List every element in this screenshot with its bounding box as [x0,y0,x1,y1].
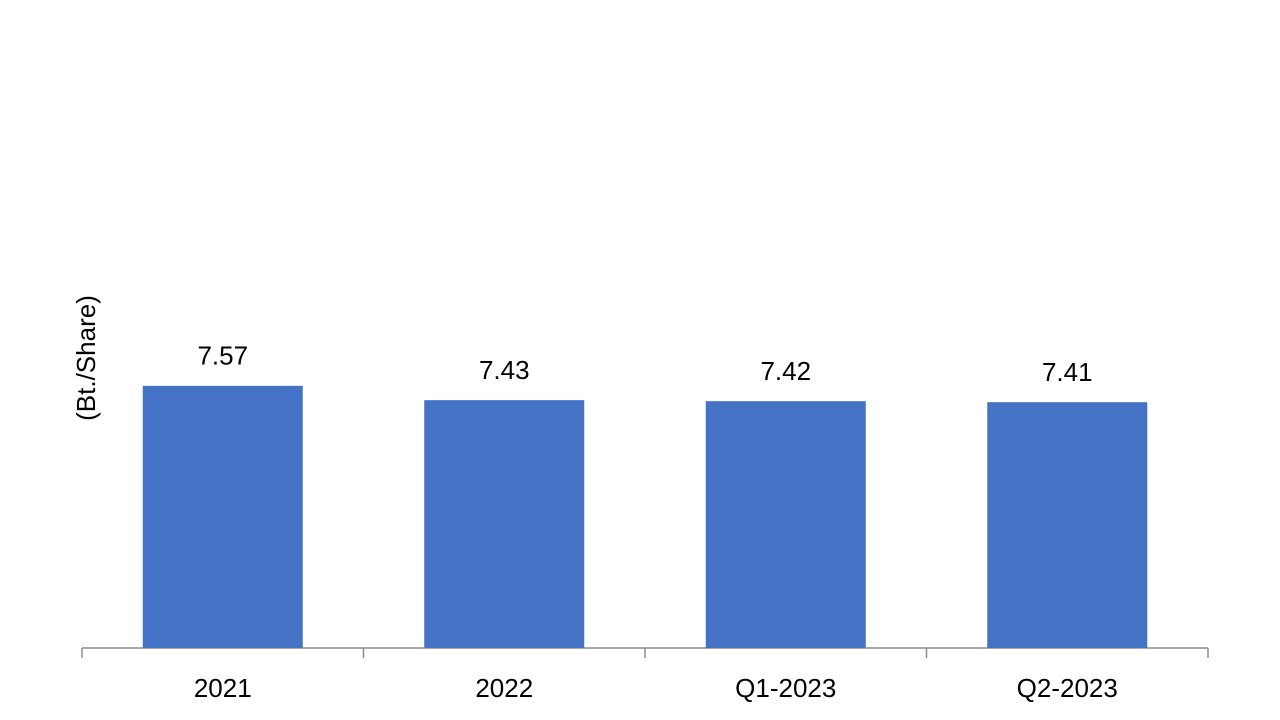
value-label: 7.41 [1042,357,1093,387]
x-tick-label: 2021 [194,673,252,703]
value-label: 7.42 [760,356,811,386]
y-axis-label: (Bt./Share) [71,295,101,421]
bar [705,401,866,648]
x-tick-label: 2022 [475,673,533,703]
x-tick-label: Q2-2023 [1017,673,1118,703]
bar [424,400,585,648]
bar [987,402,1148,648]
bar [142,385,303,648]
value-label: 7.43 [479,355,530,385]
value-label: 7.57 [197,341,248,371]
x-tick-label: Q1-2023 [735,673,836,703]
